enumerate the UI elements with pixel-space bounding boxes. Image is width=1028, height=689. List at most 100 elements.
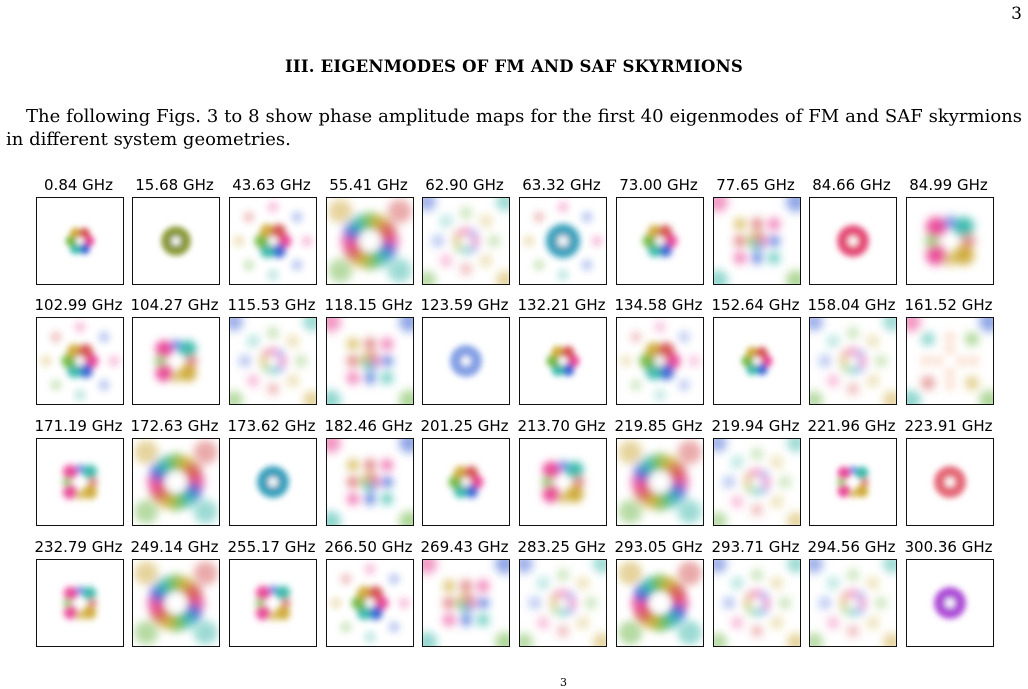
eigenmode-panel: 152.64 GHz — [707, 296, 804, 408]
phase-amplitude-image — [255, 585, 291, 621]
eigenmode-panel: 223.91 GHz — [900, 417, 997, 529]
phase-amplitude-map — [36, 438, 124, 526]
eigenmode-frequency-label: 102.99 GHz — [34, 296, 123, 314]
phase-amplitude-image — [448, 465, 484, 499]
phase-amplitude-image — [837, 225, 869, 257]
eigenmode-frequency-label: 172.63 GHz — [130, 417, 219, 435]
phase-amplitude-image — [154, 339, 198, 383]
eigenmode-panel: 269.43 GHz — [416, 538, 513, 650]
eigenmode-panel: 171.19 GHz — [30, 417, 127, 529]
eigenmode-frequency-label: 55.41 GHz — [329, 176, 408, 194]
phase-amplitude-map — [809, 559, 897, 647]
phase-amplitude-image — [546, 345, 580, 377]
eigenmode-panel: 294.56 GHz — [803, 538, 900, 650]
phase-amplitude-map — [906, 559, 994, 647]
phase-amplitude-image — [618, 561, 702, 645]
eigenmode-panel: 293.05 GHz — [610, 538, 707, 650]
phase-amplitude-image — [327, 439, 413, 525]
eigenmode-panel: 232.79 GHz — [30, 538, 127, 650]
phase-amplitude-image — [714, 560, 800, 646]
eigenmode-frequency-label: 15.68 GHz — [135, 176, 214, 194]
phase-amplitude-map — [906, 317, 994, 405]
phase-amplitude-map — [713, 438, 801, 526]
phase-amplitude-image — [161, 226, 191, 256]
phase-amplitude-map — [326, 197, 414, 285]
eigenmode-panel: 84.66 GHz — [803, 176, 900, 288]
eigenmode-frequency-label: 123.59 GHz — [420, 296, 509, 314]
eigenmode-frequency-label: 283.25 GHz — [517, 538, 606, 556]
phase-amplitude-map — [519, 317, 607, 405]
eigenmode-frequency-label: 161.52 GHz — [904, 296, 993, 314]
eigenmode-panel: 172.63 GHz — [126, 417, 223, 529]
eigenmode-frequency-label: 118.15 GHz — [324, 296, 413, 314]
eigenmode-frequency-label: 213.70 GHz — [517, 417, 606, 435]
eigenmode-frequency-label: 115.53 GHz — [227, 296, 316, 314]
phase-amplitude-image — [65, 227, 95, 255]
phase-amplitude-image — [714, 198, 800, 284]
phase-amplitude-map — [132, 197, 220, 285]
eigenmode-panel: 55.41 GHz — [320, 176, 417, 288]
phase-amplitude-image — [327, 318, 413, 404]
eigenmode-frequency-label: 266.50 GHz — [324, 538, 413, 556]
eigenmode-panel: 201.25 GHz — [416, 417, 513, 529]
eigenmode-panel: 173.62 GHz — [223, 417, 320, 529]
eigenmode-panel: 43.63 GHz — [223, 176, 320, 288]
eigenmode-panel: 132.21 GHz — [513, 296, 610, 408]
phase-amplitude-map — [616, 438, 704, 526]
phase-amplitude-map — [422, 317, 510, 405]
phase-amplitude-image — [907, 318, 993, 404]
eigenmode-panel: 293.71 GHz — [707, 538, 804, 650]
phase-amplitude-map — [519, 197, 607, 285]
phase-amplitude-map — [36, 559, 124, 647]
eigenmode-panel: 221.96 GHz — [803, 417, 900, 529]
eigenmode-panel: 73.00 GHz — [610, 176, 707, 288]
eigenmode-panel: 123.59 GHz — [416, 296, 513, 408]
phase-amplitude-map — [229, 317, 317, 405]
eigenmode-frequency-label: 300.36 GHz — [904, 538, 993, 556]
phase-amplitude-image — [810, 560, 896, 646]
phase-amplitude-map — [36, 197, 124, 285]
phase-amplitude-image — [450, 345, 482, 377]
phase-amplitude-image — [423, 560, 509, 646]
phase-amplitude-map — [713, 317, 801, 405]
eigenmode-panel: 77.65 GHz — [707, 176, 804, 288]
phase-amplitude-map — [422, 438, 510, 526]
eigenmode-frequency-label: 84.66 GHz — [812, 176, 891, 194]
phase-amplitude-image — [934, 587, 966, 619]
eigenmode-panel: 102.99 GHz — [30, 296, 127, 408]
eigenmode-panel: 266.50 GHz — [320, 538, 417, 650]
eigenmode-frequency-label: 0.84 GHz — [44, 176, 113, 194]
eigenmode-panel: 115.53 GHz — [223, 296, 320, 408]
phase-amplitude-image — [523, 201, 603, 281]
body-paragraph: The following Figs. 3 to 8 show phase am… — [6, 106, 1022, 150]
phase-amplitude-map — [229, 197, 317, 285]
eigenmode-frequency-label: 63.32 GHz — [522, 176, 601, 194]
eigenmode-frequency-label: 43.63 GHz — [232, 176, 311, 194]
eigenmode-panel: 63.32 GHz — [513, 176, 610, 288]
phase-amplitude-image — [924, 215, 976, 267]
eigenmode-panel: 161.52 GHz — [900, 296, 997, 408]
eigenmode-frequency-label: 269.43 GHz — [420, 538, 509, 556]
eigenmode-frequency-label: 223.91 GHz — [904, 417, 993, 435]
eigenmode-frequency-label: 232.79 GHz — [34, 538, 123, 556]
phase-amplitude-map — [809, 197, 897, 285]
eigenmode-frequency-label: 62.90 GHz — [425, 176, 504, 194]
phase-amplitude-map — [326, 559, 414, 647]
eigenmode-panel: 84.99 GHz — [900, 176, 997, 288]
eigenmode-frequency-label: 152.64 GHz — [711, 296, 800, 314]
eigenmode-panel: 283.25 GHz — [513, 538, 610, 650]
eigenmode-frequency-label: 134.58 GHz — [614, 296, 703, 314]
eigenmode-frequency-label: 182.46 GHz — [324, 417, 413, 435]
eigenmode-frequency-label: 255.17 GHz — [227, 538, 316, 556]
phase-amplitude-image — [230, 318, 316, 404]
phase-amplitude-map — [132, 559, 220, 647]
eigenmode-panel: 158.04 GHz — [803, 296, 900, 408]
phase-amplitude-map — [809, 438, 897, 526]
phase-amplitude-image — [330, 563, 410, 643]
phase-amplitude-map — [326, 438, 414, 526]
eigenmode-frequency-label: 219.94 GHz — [711, 417, 800, 435]
phase-amplitude-image — [520, 560, 606, 646]
eigenmode-frequency-label: 293.05 GHz — [614, 538, 703, 556]
eigenmode-panel: 118.15 GHz — [320, 296, 417, 408]
eigenmode-frequency-label: 104.27 GHz — [130, 296, 219, 314]
